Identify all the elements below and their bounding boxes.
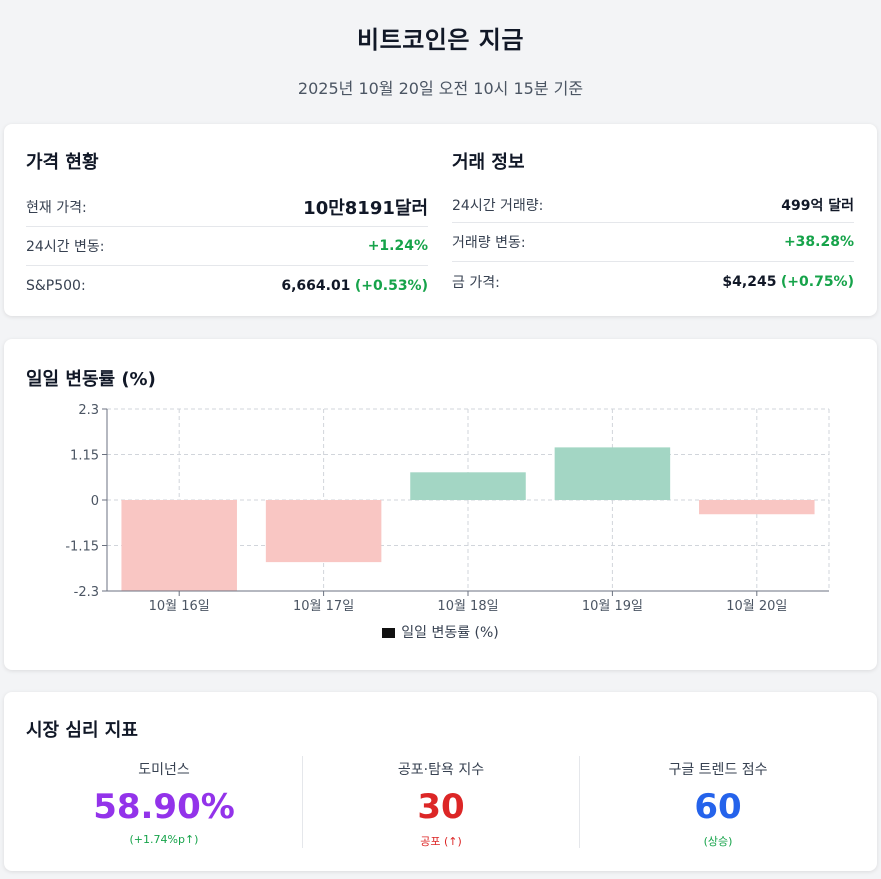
current-price-label: 현재 가격: <box>26 200 87 216</box>
dominance-change: (+1.74%p↑) <box>129 833 199 846</box>
fear-greed-label: 공포·탐욕 지수 <box>397 762 485 778</box>
volume-24h-row: 24시간 거래량: 499억 달러 <box>452 188 854 222</box>
sp500-row: S&P500: 6,664.01 (+0.53%) <box>26 266 428 306</box>
google-trends-label: 구글 트렌드 점수 <box>668 762 768 778</box>
x-tick-label: 10월 16일 <box>149 599 210 614</box>
y-tick-label: 0 <box>91 494 99 509</box>
trade-info-title: 거래 정보 <box>452 152 525 173</box>
divider <box>26 226 428 227</box>
bar-10월20일 <box>699 500 815 515</box>
change-24h-value: +1.24% <box>367 238 428 254</box>
gold-price-value-wrap: $4,245 (+0.75%) <box>722 274 854 290</box>
volume-change-value: +38.28% <box>783 234 854 250</box>
market-sentiment-card: 시장 심리 지표 도미넌스 58.90% (+1.74%p↑) 공포·탐욕 지수… <box>4 692 877 871</box>
google-trends-metric: 구글 트렌드 점수 60 (상승) <box>580 756 856 848</box>
y-tick-label: -2.3 <box>74 585 99 600</box>
trade-info-section: 거래 정보 24시간 거래량: 499억 달러 거래량 변동: +38.28% … <box>452 148 854 302</box>
google-trends-value: 60 <box>694 787 742 827</box>
x-tick-label: 10월 19일 <box>582 599 643 614</box>
legend-swatch <box>382 628 396 638</box>
divider <box>452 222 854 223</box>
divider <box>26 265 428 266</box>
current-price-value: 10만8191달러 <box>303 198 428 219</box>
y-tick-label: 2.3 <box>78 403 99 418</box>
bar-10월16일 <box>121 500 237 591</box>
chart-legend: 일일 변동률 (%) <box>4 622 877 642</box>
fear-greed-status: 공포 (↑) <box>420 835 462 848</box>
price-status-section: 가격 현황 현재 가격: 10만8191달러 24시간 변동: +1.24% S… <box>26 148 428 306</box>
page-header: 비트코인은 지금 2025년 10월 20일 오전 10시 15분 기준 <box>0 0 881 99</box>
dominance-value: 58.90% <box>93 787 235 827</box>
sentiment-title: 시장 심리 지표 <box>26 720 138 741</box>
y-tick-label: -1.15 <box>65 540 99 555</box>
google-trends-status: (상승) <box>703 835 733 848</box>
gold-price-change: (+0.75%) <box>780 274 854 290</box>
current-price-row: 현재 가격: 10만8191달러 <box>26 188 428 226</box>
gold-price-row: 금 가격: $4,245 (+0.75%) <box>452 262 854 302</box>
sp500-value-wrap: 6,664.01 (+0.53%) <box>281 278 428 294</box>
bar-10월18일 <box>410 472 526 500</box>
divider <box>452 261 854 262</box>
page-title: 비트코인은 지금 <box>357 26 524 54</box>
legend-label: 일일 변동률 (%) <box>401 625 499 641</box>
gold-price-label: 금 가격: <box>452 275 500 291</box>
volume-24h-label: 24시간 거래량: <box>452 198 544 214</box>
x-tick-label: 10월 18일 <box>437 599 498 614</box>
volume-change-row: 거래량 변동: +38.28% <box>452 223 854 261</box>
fear-greed-metric: 공포·탐욕 지수 30 공포 (↑) <box>303 756 579 848</box>
change-24h-row: 24시간 변동: +1.24% <box>26 227 428 265</box>
dominance-metric: 도미넌스 58.90% (+1.74%p↑) <box>26 756 302 848</box>
sp500-value: 6,664.01 <box>281 278 351 294</box>
gold-price-value: $4,245 <box>722 274 777 290</box>
x-tick-label: 10월 17일 <box>293 599 354 614</box>
volume-24h-value: 499억 달러 <box>781 198 854 214</box>
change-24h-label: 24시간 변동: <box>26 239 105 255</box>
chart-title: 일일 변동률 (%) <box>26 369 156 390</box>
fear-greed-value: 30 <box>417 787 465 827</box>
column-divider <box>579 756 580 848</box>
volume-change-label: 거래량 변동: <box>452 235 526 251</box>
x-tick-label: 10월 20일 <box>726 599 787 614</box>
sp500-change: (+0.53%) <box>354 278 428 294</box>
bar-10월19일 <box>554 447 671 500</box>
bar-10월17일 <box>265 500 382 563</box>
daily-change-chart-card: 일일 변동률 (%) 2.3 1.15 0 -1.15 -2.3 10월 16일 10월 1… <box>4 339 877 670</box>
sp500-label: S&P500: <box>26 278 86 294</box>
price-info-card: 가격 현황 현재 가격: 10만8191달러 24시간 변동: +1.24% S… <box>4 124 877 316</box>
page-subtitle: 2025년 10월 20일 오전 10시 15분 기준 <box>297 79 584 98</box>
dominance-label: 도미넌스 <box>138 762 190 778</box>
daily-change-chart: 2.3 1.15 0 -1.15 -2.3 10월 16일 10월 17일 10월 18일 10… <box>65 403 830 614</box>
price-status-title: 가격 현황 <box>26 152 99 173</box>
y-tick-label: 1.15 <box>70 449 99 464</box>
column-divider <box>302 756 303 848</box>
